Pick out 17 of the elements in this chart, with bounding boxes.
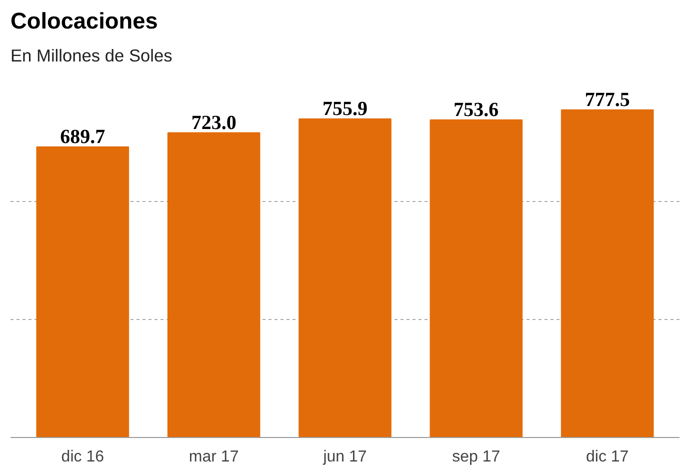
x-tick-label: mar 17: [188, 448, 239, 466]
x-tick-label: dic 16: [61, 448, 104, 466]
chart-title: Colocaciones: [10, 8, 158, 34]
data-label: 753.6: [454, 98, 499, 121]
bar: [298, 118, 392, 438]
bar: [430, 119, 523, 438]
data-label: 689.7: [60, 126, 106, 148]
bar: [560, 109, 654, 438]
data-label: 755.9: [322, 98, 368, 120]
bar: [36, 146, 130, 438]
x-tick-label: sep 17: [452, 448, 500, 466]
bar: [167, 132, 260, 438]
data-label: 723.0: [191, 112, 236, 134]
x-tick-label: dic 17: [586, 448, 629, 466]
x-tick-label: jun 17: [322, 448, 367, 466]
chart-subtitle: En Millones de Soles: [10, 46, 173, 66]
data-label: 777.5: [584, 88, 630, 111]
